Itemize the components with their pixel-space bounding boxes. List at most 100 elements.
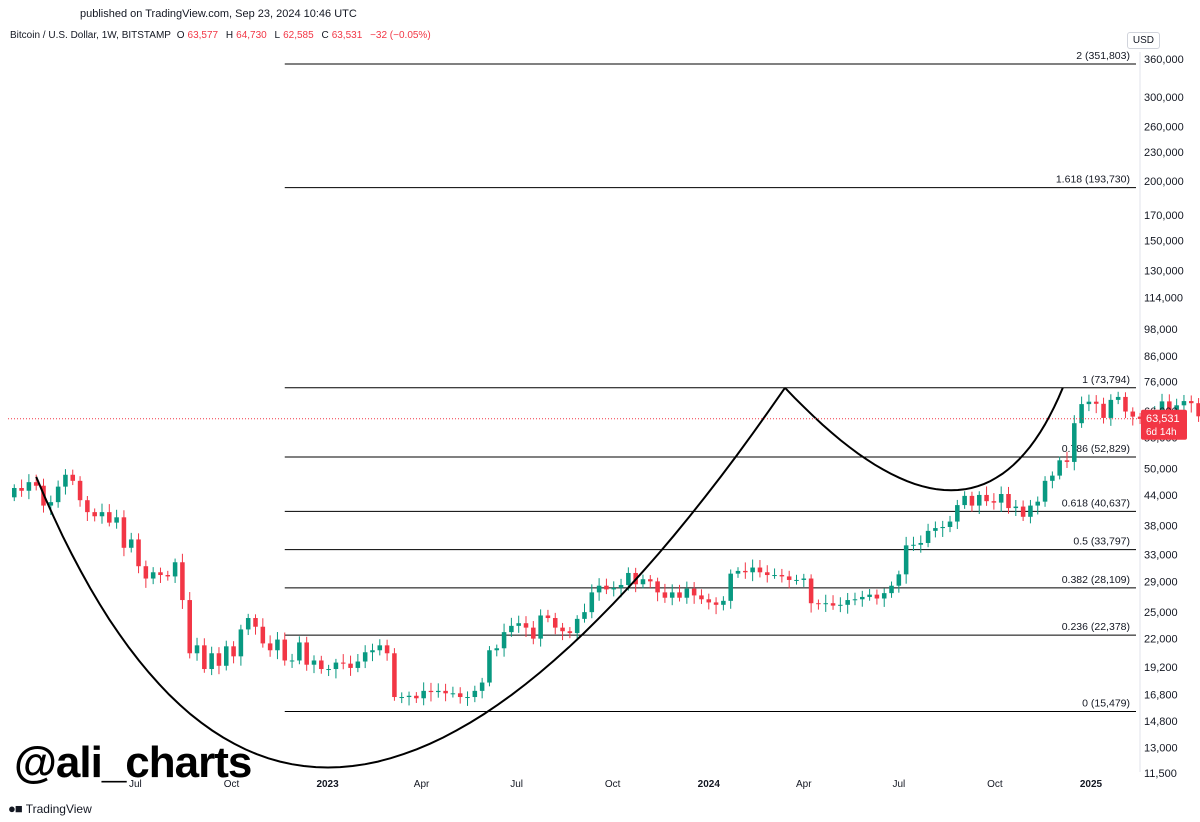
candle-body — [560, 627, 565, 632]
candle-body — [55, 486, 61, 503]
candle-body — [940, 526, 945, 529]
close-label: C — [321, 30, 329, 41]
x-tick-label: Jul — [892, 779, 905, 790]
candle-body — [955, 505, 960, 522]
candle-body — [691, 588, 697, 596]
candle-body — [669, 592, 675, 598]
tradingview-logo[interactable]: ●■ TradingView — [8, 801, 92, 816]
candle-body — [187, 600, 192, 654]
candle-body — [889, 585, 894, 594]
symbol-legend: Bitcoin / U.S. Dollar, 1W, BITSTAMP O 63,… — [10, 30, 431, 41]
candle-body — [465, 697, 470, 699]
candle-body — [1123, 396, 1128, 412]
y-tick-label: 360,000 — [1144, 54, 1184, 66]
y-tick-label: 200,000 — [1144, 176, 1184, 188]
candle-body — [326, 669, 331, 671]
candle-body — [136, 539, 141, 567]
change-value: −32 (−0.05%) — [370, 30, 431, 41]
candle-body — [735, 570, 741, 574]
low-label: L — [274, 30, 281, 41]
candle-body — [1115, 396, 1121, 400]
candle-body — [589, 592, 595, 613]
x-tick-label: 2025 — [1080, 779, 1103, 790]
candle-body — [860, 596, 865, 600]
fib-level-label: 0 (15,479) — [1082, 698, 1130, 710]
x-tick-label: Apr — [414, 779, 430, 790]
candle-body — [479, 682, 485, 691]
candle-body — [143, 566, 149, 579]
candle-body — [494, 648, 500, 651]
candle-body — [399, 697, 404, 699]
fib-level-label: 0.5 (33,797) — [1073, 536, 1130, 548]
currency-button[interactable]: USD — [1126, 32, 1160, 49]
candle-body — [275, 639, 280, 651]
candle-body — [472, 690, 478, 698]
candle-body — [713, 602, 719, 605]
candle-body — [794, 579, 799, 581]
candle-body — [48, 502, 54, 506]
y-tick-label: 13,000 — [1144, 743, 1178, 755]
y-tick-label: 98,000 — [1144, 324, 1178, 336]
candle-body — [509, 625, 514, 633]
candle-body — [969, 495, 975, 506]
candle-body — [808, 578, 814, 604]
candle-body — [107, 512, 112, 523]
y-tick-label: 22,000 — [1144, 634, 1178, 646]
candle-body — [209, 653, 214, 670]
candle-body — [114, 517, 119, 523]
y-tick-label: 50,000 — [1144, 463, 1178, 475]
y-tick-label: 170,000 — [1144, 210, 1184, 222]
candle-body — [231, 646, 236, 657]
candle-body — [764, 572, 770, 576]
candle-body — [406, 695, 412, 698]
candle-body — [457, 693, 463, 698]
candle-body — [1042, 480, 1048, 502]
candle-body — [757, 567, 763, 573]
candle-body — [655, 581, 660, 593]
y-tick-label: 150,000 — [1144, 236, 1184, 248]
fib-level-label: 1 (73,794) — [1082, 374, 1130, 386]
candle-body — [750, 567, 755, 573]
fib-level-label: 0.618 (40,637) — [1062, 497, 1130, 509]
symbol-name[interactable]: Bitcoin / U.S. Dollar, 1W, BITSTAMP — [10, 30, 171, 41]
candle-body — [874, 594, 880, 599]
x-tick-label: Oct — [224, 779, 240, 790]
candle-body — [1079, 404, 1084, 424]
candle-body — [1137, 416, 1143, 419]
candle-body — [377, 645, 383, 651]
high-label: H — [225, 30, 234, 41]
candle-body — [267, 643, 273, 651]
candle-body — [348, 663, 353, 668]
candle-body — [801, 578, 807, 580]
candle-body — [1013, 506, 1019, 509]
candle-body — [260, 626, 266, 644]
candle-body — [911, 544, 916, 546]
y-tick-label: 76,000 — [1144, 377, 1178, 389]
candle-body — [1006, 494, 1011, 509]
candle-body — [85, 500, 90, 513]
candle-body — [33, 482, 39, 486]
candle-body — [918, 542, 924, 545]
candle-body — [414, 695, 419, 699]
candle-body — [1072, 423, 1077, 462]
candle-body — [838, 604, 843, 606]
candle-body — [1064, 460, 1070, 462]
candle-body — [1167, 401, 1172, 410]
candle-body — [333, 662, 339, 670]
candle-body — [611, 587, 616, 590]
candle-body — [1130, 411, 1136, 417]
published-note: published on TradingView.com, Sep 23, 20… — [80, 8, 357, 20]
candle-body — [721, 600, 726, 605]
price-tag-countdown: 6d 14h — [1146, 427, 1177, 438]
candle-body — [772, 575, 777, 577]
candle-body — [743, 570, 748, 573]
candle-body — [574, 618, 580, 634]
candle-body — [362, 652, 368, 662]
candle-body — [26, 482, 32, 491]
x-tick-label: 2023 — [316, 779, 339, 790]
candle-body — [662, 592, 668, 598]
candle-body — [172, 562, 178, 577]
candle-body — [319, 660, 324, 670]
candle-body — [392, 653, 397, 698]
